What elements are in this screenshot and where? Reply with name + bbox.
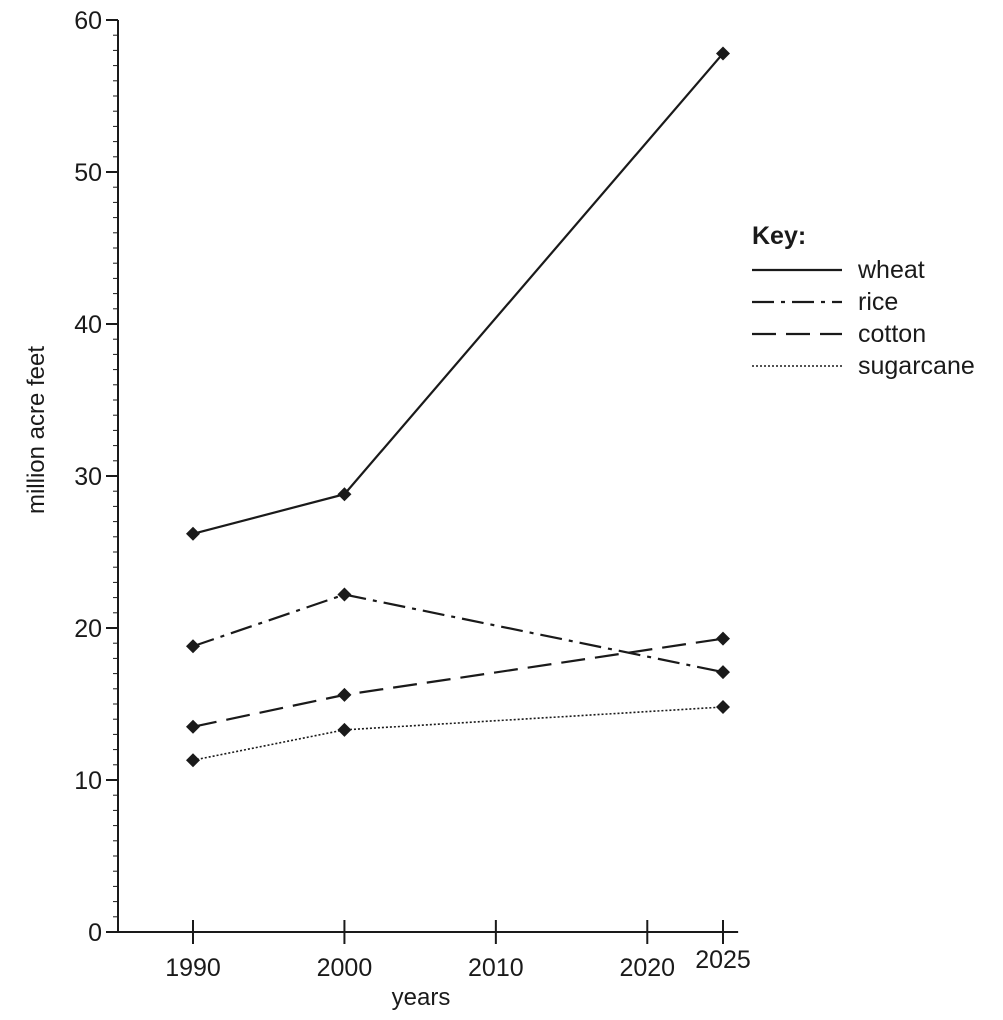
data-point-cotton — [716, 631, 730, 646]
y-tick-label: 30 — [74, 463, 102, 491]
series-line-cotton — [192, 637, 724, 728]
data-point-sugarcane — [716, 700, 730, 715]
y-tick-label: 60 — [74, 7, 102, 35]
y-tick-label: 20 — [74, 615, 102, 643]
data-point-cotton — [186, 719, 200, 734]
data-point-wheat — [337, 487, 352, 502]
data-point-sugarcane — [337, 722, 352, 737]
series-rice — [186, 587, 730, 680]
data-point-sugarcane — [186, 753, 200, 768]
y-tick-label: 0 — [88, 919, 102, 947]
series-cotton — [186, 631, 730, 734]
legend-label-sugarcane: sugarcane — [858, 352, 975, 380]
data-point-rice — [716, 665, 730, 680]
legend-label-cotton: cotton — [858, 320, 926, 348]
series-line-sugarcane — [192, 706, 724, 762]
x-tick-label: 2020 — [619, 954, 675, 982]
legend-label-rice: rice — [858, 288, 898, 316]
legend: Key: wheat rice cotton sugarcane — [752, 222, 975, 380]
data-point-cotton — [337, 687, 352, 702]
x-tick-label: 2010 — [468, 954, 524, 982]
x-tick-label: 1990 — [165, 954, 221, 982]
x-tick-label: 2025 — [695, 946, 751, 974]
y-tick-label: 40 — [74, 311, 102, 339]
data-point-wheat — [186, 526, 200, 541]
series-line-rice — [192, 593, 724, 674]
series-wheat — [186, 46, 730, 541]
series-line-wheat — [192, 52, 724, 535]
y-tick-label: 50 — [74, 159, 102, 187]
series-sugarcane — [186, 700, 730, 768]
legend-label-wheat: wheat — [857, 256, 925, 284]
series-layer — [186, 46, 730, 768]
legend-title: Key: — [752, 222, 806, 250]
y-axis-title: million acre feet — [23, 346, 50, 514]
axes: 0 10 20 30 40 50 60 1990 2000 2010 2020 2025 — [74, 7, 751, 982]
x-tick-label: 2000 — [317, 954, 373, 982]
data-point-rice — [337, 587, 352, 602]
data-point-wheat — [716, 46, 730, 61]
y-tick-label: 10 — [74, 767, 102, 795]
data-point-rice — [186, 639, 200, 654]
x-axis-title: years — [392, 984, 451, 1011]
